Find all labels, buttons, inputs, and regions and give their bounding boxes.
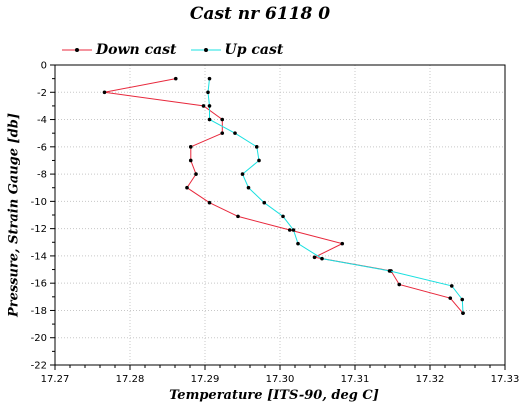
series-line-down-cast [104, 78, 464, 314]
data-point-up-cast [320, 256, 324, 261]
y-tick-label: -10 [31, 197, 47, 208]
y-axis-label: Pressure, Strain Gauge [db] [6, 112, 22, 318]
x-tick-label: 17.27 [41, 374, 70, 385]
data-point-down-cast [185, 185, 189, 190]
y-tick-label: -4 [37, 115, 47, 126]
y-tick-label: -2 [37, 88, 47, 99]
chart-title: Cast nr 6118 0 [189, 4, 331, 24]
x-tick-label: 17.32 [416, 374, 445, 385]
data-point-up-cast [460, 297, 465, 302]
y-tick-label: -6 [37, 142, 47, 153]
data-point-up-cast [240, 172, 245, 176]
data-point-down-cast [207, 200, 212, 205]
legend-item-down-cast: Down cast [62, 42, 177, 58]
y-tick-label: -14 [31, 251, 47, 262]
data-point-down-cast [448, 296, 453, 300]
x-tick-label: 17.31 [341, 374, 370, 385]
data-point-down-cast [188, 158, 193, 163]
data-point-up-cast [262, 200, 267, 205]
data-point-up-cast [257, 158, 261, 163]
data-point-down-cast [220, 131, 225, 135]
data-point-up-cast [461, 311, 465, 315]
series-line-up-cast [207, 78, 464, 314]
x-tick-label: 17.28 [116, 374, 145, 385]
data-point-down-cast [201, 104, 206, 108]
data-point-up-cast [387, 269, 392, 273]
x-tick-label: 17.30 [266, 374, 295, 385]
y-tick-label: -8 [37, 170, 47, 181]
data-point-down-cast [220, 117, 225, 122]
data-point-down-cast [287, 228, 292, 232]
y-tick-label: -12 [31, 224, 47, 235]
data-point-up-cast [254, 145, 259, 149]
data-point-up-cast [449, 284, 454, 288]
data-point-down-cast [397, 282, 402, 287]
x-tick-label: 17.29 [191, 374, 220, 385]
y-tick-label: -18 [31, 306, 47, 317]
legend-label-down-cast: Down cast [96, 42, 177, 58]
data-point-down-cast [236, 214, 240, 219]
x-tick-label: 17.33 [491, 374, 520, 385]
data-point-up-cast [207, 76, 212, 81]
legend-item-up-cast: Up cast [190, 42, 284, 58]
data-point-down-cast [312, 255, 317, 260]
legend-label-up-cast: Up cast [224, 42, 284, 58]
data-point-down-cast [102, 90, 107, 95]
plot-frame [54, 64, 506, 366]
data-point-up-cast [233, 131, 237, 135]
data-point-up-cast [291, 228, 296, 232]
data-point-up-cast [246, 185, 251, 190]
legend-swatch-down-cast [62, 48, 92, 52]
data-point-down-cast [194, 172, 198, 176]
data-point-up-cast [281, 214, 285, 219]
data-point-down-cast [173, 76, 178, 81]
y-tick-label: 0 [41, 61, 47, 72]
data-point-up-cast [206, 90, 210, 95]
x-axis-label: Temperature [ITS-90, deg C] [169, 388, 379, 403]
legend-swatch-up-cast [190, 48, 221, 52]
y-tick-label: -22 [31, 361, 47, 372]
data-point-up-cast [207, 117, 212, 122]
data-point-up-cast [207, 104, 212, 108]
y-tick-label: -16 [31, 279, 47, 290]
legend: Down cast Up cast [62, 42, 297, 58]
data-point-down-cast [188, 145, 193, 149]
y-tick-label: -20 [31, 333, 47, 344]
data-point-down-cast [340, 241, 345, 246]
data-point-up-cast [296, 241, 300, 246]
